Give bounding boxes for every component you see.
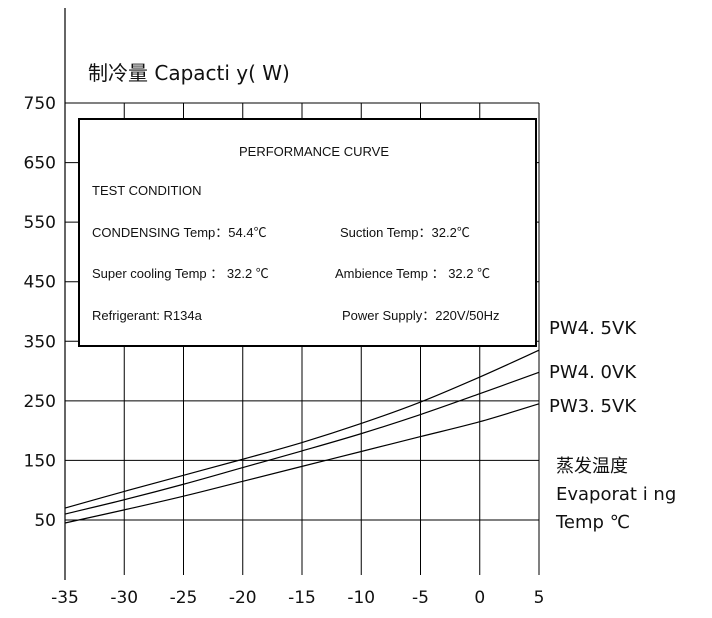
x-axis-title-line-1: 蒸发温度 — [556, 456, 628, 477]
series-line — [64, 349, 540, 509]
x-tick-label: 5 — [534, 588, 545, 608]
x-tick-label: -25 — [170, 588, 198, 608]
series-line — [64, 403, 540, 524]
ambience-temp-text: Ambience Temp ： 32.2 ℃ — [335, 266, 490, 281]
y-tick-label: 150 — [24, 451, 56, 471]
series-labels: PW4. 5VK PW4. 0VK PW3. 5VK — [549, 318, 637, 417]
power-supply-text: Power Supply：220V/50Hz — [342, 308, 500, 323]
series-label: PW4. 5VK — [549, 318, 637, 339]
x-axis-title-line-3: Temp ℃ — [555, 512, 630, 533]
x-tick-label: -5 — [412, 588, 429, 608]
super-cooling-text: Super cooling Temp ： 32.2 ℃ — [92, 266, 269, 281]
x-tick-label: -10 — [347, 588, 375, 608]
x-axis-title: 蒸发温度 Evaporat i ng Temp ℃ — [555, 456, 676, 533]
series-lines — [64, 349, 540, 524]
y-tick-label: 750 — [24, 94, 56, 114]
y-tick-label: 550 — [24, 213, 56, 233]
y-tick-label: 50 — [34, 511, 56, 531]
info-box-title: PERFORMANCE CURVE — [239, 144, 389, 159]
y-tick-label: 650 — [24, 154, 56, 174]
x-tick-label: -30 — [110, 588, 138, 608]
series-label: PW4. 0VK — [549, 362, 637, 383]
x-tick-label: -20 — [229, 588, 257, 608]
chart-title: 制冷量 Capacti y( W) — [88, 61, 290, 85]
refrigerant-text: Refrigerant: R134a — [92, 308, 203, 323]
test-condition-label: TEST CONDITION — [92, 183, 202, 198]
x-tick-label: -15 — [288, 588, 316, 608]
y-tick-labels: 750 650 550 450 350 250 150 50 — [24, 94, 56, 531]
suction-temp-text: Suction Temp：32.2℃ — [340, 225, 470, 240]
x-axis-title-line-2: Evaporat i ng — [556, 484, 676, 505]
x-tick-labels: -35 -30 -25 -20 -15 -10 -5 0 5 — [51, 588, 544, 608]
y-tick-label: 450 — [24, 273, 56, 293]
series-line — [64, 371, 540, 515]
condensing-temp-text: CONDENSING Temp：54.4℃ — [92, 225, 267, 240]
y-tick-label: 350 — [24, 332, 56, 352]
performance-info-box: PERFORMANCE CURVE TEST CONDITION CONDENS… — [78, 118, 537, 347]
x-tick-label: -35 — [51, 588, 79, 608]
info-box-frame — [78, 118, 537, 347]
series-label: PW3. 5VK — [549, 396, 637, 417]
x-tick-label: 0 — [474, 588, 485, 608]
y-tick-label: 250 — [24, 392, 56, 412]
